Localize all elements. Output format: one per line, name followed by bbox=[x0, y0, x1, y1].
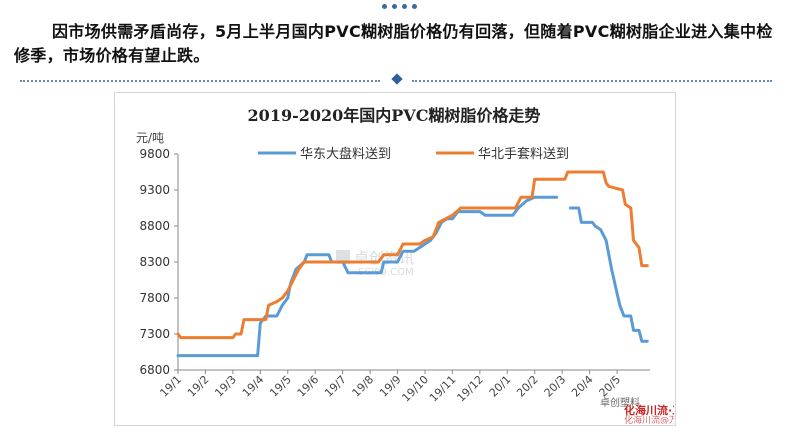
x-tick-label: 20/3 bbox=[542, 373, 569, 400]
price-trend-chart: 2019-2020年国内PVC糊树脂价格走势 元/吨 华东大盘料送到 华北手套料… bbox=[136, 106, 674, 424]
y-tick-label: 8300 bbox=[139, 255, 170, 269]
watermark-bottom-right-2: 化海川流@万象塑的新星 bbox=[624, 414, 674, 424]
dot bbox=[382, 4, 387, 9]
x-tick-label: 19/6 bbox=[295, 373, 322, 400]
y-axis-unit-label: 元/吨 bbox=[136, 131, 164, 145]
watermark-bottom-left: 卓创塑料 bbox=[600, 396, 640, 409]
divider-left bbox=[20, 80, 380, 82]
x-tick-label: 20/4 bbox=[569, 373, 596, 400]
x-tick-label: 19/12 bbox=[454, 373, 486, 405]
x-tick-label: 19/8 bbox=[350, 373, 377, 400]
headline-text: 因市场供需矛盾尚存，5月上半月国内PVC糊树脂价格仍有回落，但随着PVC糊树脂企… bbox=[14, 22, 773, 65]
x-tick-label: 20/2 bbox=[514, 373, 541, 400]
x-tick-label: 19/2 bbox=[185, 373, 212, 400]
x-tick-label: 20/5 bbox=[597, 373, 624, 400]
y-tick-label: 8800 bbox=[139, 219, 170, 233]
x-tick-label: 19/10 bbox=[399, 373, 431, 405]
x-tick-label: 19/11 bbox=[427, 373, 459, 405]
y-tick-label: 6800 bbox=[139, 363, 170, 377]
chart-title: 2019-2020年国内PVC糊树脂价格走势 bbox=[248, 106, 541, 125]
dot bbox=[412, 4, 417, 9]
watermark-sub: SCI99.COM bbox=[358, 267, 414, 278]
series-line-north bbox=[176, 170, 649, 340]
page-indicator-dots bbox=[382, 4, 417, 9]
legend-label-north: 华北手套料送到 bbox=[478, 146, 569, 162]
x-tick-label: 20/1 bbox=[487, 373, 514, 400]
y-tick-label: 9300 bbox=[139, 183, 170, 197]
x-tick-label: 19/3 bbox=[212, 373, 239, 400]
watermark-bottom-right-1: 化海川流·工业社群@HCBBS bbox=[624, 403, 674, 417]
x-tick-label: 19/5 bbox=[267, 373, 294, 400]
x-tick-label: 19/7 bbox=[322, 373, 349, 400]
y-tick-label: 9800 bbox=[139, 147, 170, 161]
dot bbox=[402, 4, 407, 9]
series-line-east bbox=[176, 195, 649, 358]
x-tick-label: 19/4 bbox=[240, 373, 267, 400]
y-tick-label: 7300 bbox=[139, 327, 170, 341]
dot bbox=[392, 4, 397, 9]
diamond-ornament bbox=[391, 73, 403, 85]
y-tick-label: 7800 bbox=[139, 291, 170, 305]
legend-label-east: 华东大盘料送到 bbox=[300, 146, 391, 162]
divider-right bbox=[412, 80, 772, 82]
